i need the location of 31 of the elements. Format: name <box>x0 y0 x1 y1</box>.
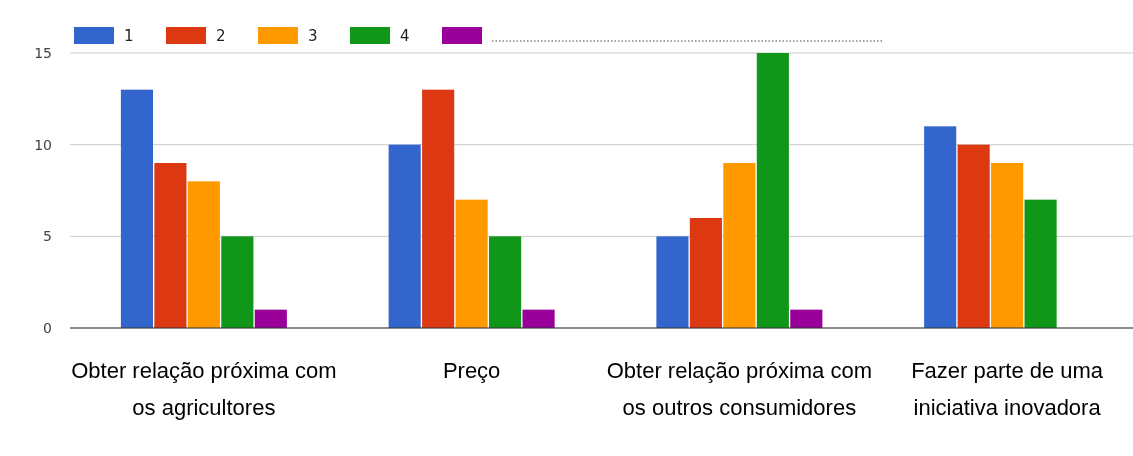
bar <box>388 144 421 328</box>
bar <box>1024 199 1057 328</box>
y-tick-label: 0 <box>43 319 52 336</box>
x-tick-label: Obter relação próxima com os outros consumidores <box>606 358 873 420</box>
bar <box>924 126 957 328</box>
legend-label: 4 <box>400 27 410 46</box>
bar <box>489 236 522 328</box>
legend-label: 3 <box>308 27 318 46</box>
bar <box>221 236 254 328</box>
bar <box>422 89 455 328</box>
bar <box>957 144 990 328</box>
bar <box>689 218 722 328</box>
bar <box>154 163 187 328</box>
bar <box>790 309 823 328</box>
bar <box>723 163 756 328</box>
legend-label: 1 <box>124 27 134 46</box>
bar <box>455 199 488 328</box>
legend-label: 2 <box>216 27 226 46</box>
y-tick-label: 5 <box>43 228 52 245</box>
y-tick-label: 10 <box>34 136 52 153</box>
y-tick-label: 15 <box>34 44 52 61</box>
x-tick-label: Fazer parte de uma iniciativa inovadora <box>911 358 1104 420</box>
bar <box>522 309 555 328</box>
bar <box>120 89 153 328</box>
bar <box>756 53 789 328</box>
x-tick-label: Obter relação próxima com os agricultores <box>71 358 337 420</box>
bar <box>656 236 689 328</box>
bar <box>991 163 1024 328</box>
x-tick-label: Preço <box>442 358 501 383</box>
bar <box>187 181 220 328</box>
bar <box>254 309 287 328</box>
